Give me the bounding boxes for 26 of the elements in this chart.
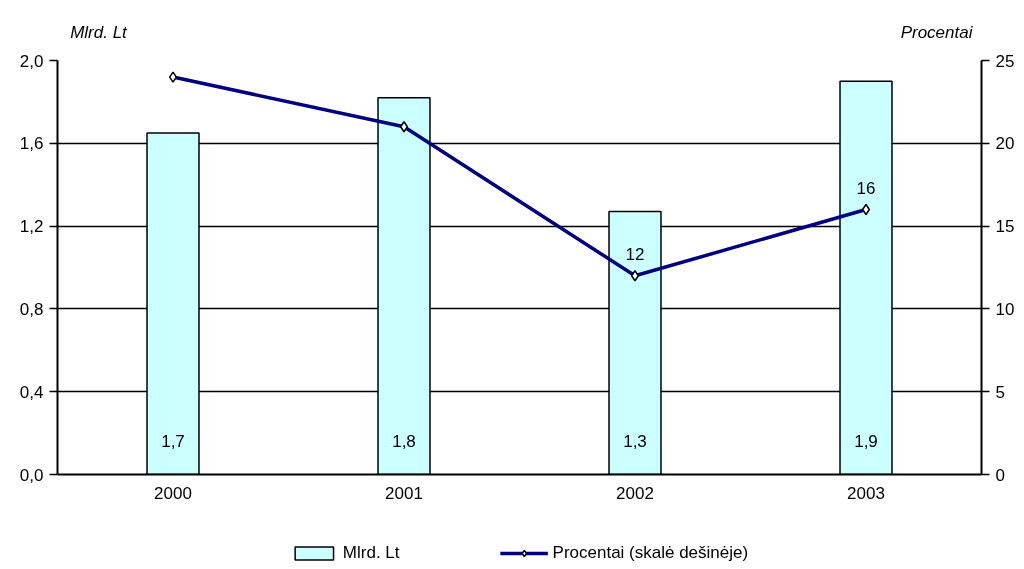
y-tick-label: 0,8 — [19, 299, 44, 319]
y2-tick-label: 25 — [995, 51, 1015, 71]
legend-label: Mlrd. Lt — [342, 542, 400, 563]
y-tick-label: 1,2 — [19, 217, 44, 237]
y-tick-label: 1,6 — [19, 134, 44, 154]
x-tick-label: 2003 — [847, 483, 885, 503]
y-axis-title: Mlrd. Lt — [70, 23, 129, 42]
data-label: 1,9 — [854, 431, 878, 451]
x-tick-label: 2001 — [385, 483, 423, 503]
y2-tick-label: 0 — [995, 465, 1005, 485]
y2-tick-label: 10 — [995, 299, 1015, 319]
data-label: 16 — [856, 178, 876, 198]
data-label: 1,8 — [392, 431, 416, 451]
y-tick-label: 0,0 — [19, 465, 44, 485]
data-label: 1,7 — [161, 431, 185, 451]
y-tick-label: 0,4 — [19, 382, 44, 402]
data-label: 1,3 — [623, 431, 647, 451]
data-label: 12 — [625, 244, 645, 264]
y2-axis-title: Procentai — [900, 23, 974, 42]
y2-tick-label: 20 — [995, 134, 1015, 154]
x-tick-label: 2000 — [154, 483, 192, 503]
y2-tick-label: 5 — [995, 382, 1005, 402]
legend-label: Procentai (skalė dešinėje) — [552, 542, 749, 563]
y-tick-label: 2,0 — [19, 51, 44, 71]
y2-tick-label: 15 — [995, 217, 1015, 237]
x-tick-label: 2002 — [616, 483, 654, 503]
